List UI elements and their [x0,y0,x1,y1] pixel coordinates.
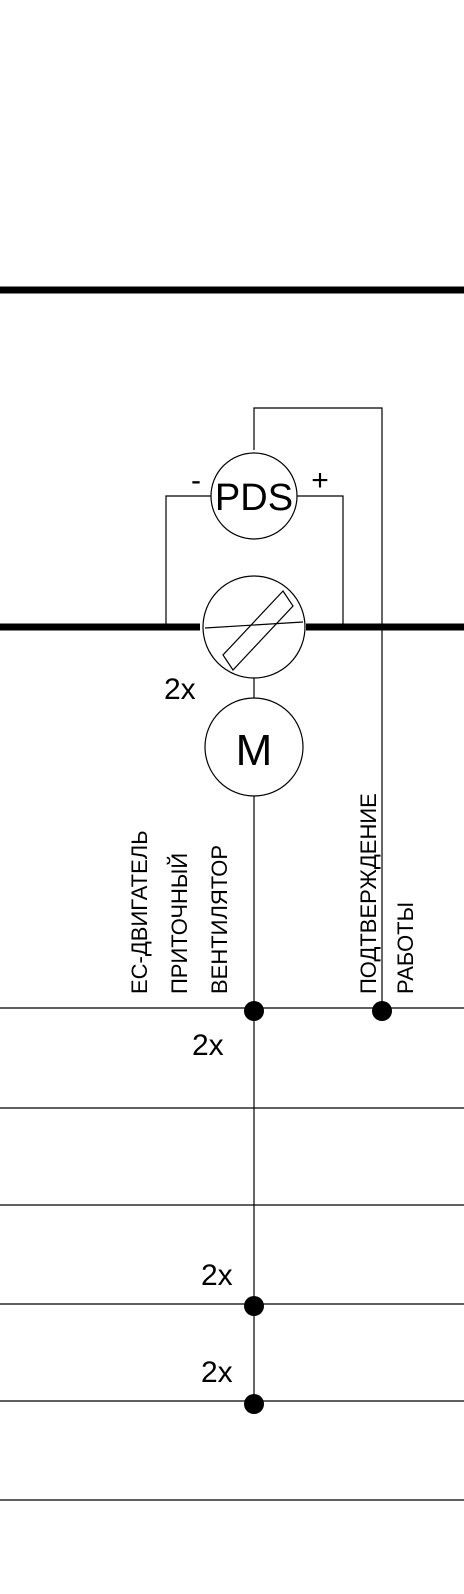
pds-label: PDS [215,477,293,519]
damper-blade [222,590,294,671]
fan-damper-symbol [202,575,306,679]
fan-label-line1: ЕС-ДВИГАТЕЛЬ [127,830,152,994]
node-motor-bus4 [244,1296,264,1316]
motor-symbol: M [204,697,304,797]
pds-circle [210,452,298,540]
damper-multiplier: 2x [164,673,196,706]
bus4-multiplier: 2x [201,1259,233,1292]
bus1-multiplier: 2x [192,1029,224,1062]
pds-minus-sign: - [191,464,201,497]
pressure-tube-minus [165,495,211,627]
node-motor-bus5 [244,1394,264,1414]
pds-plus-sign: + [311,464,329,497]
damper-diagonal [204,621,304,629]
fan-label-line2: ПРИТОЧНЫЙ [167,853,192,994]
confirmation-wire [253,407,383,1011]
fan-label-line3: ВЕНТИЛЯТОР [207,845,232,994]
fan-label-group: ЕС-ДВИГАТЕЛЬ ПРИТОЧНЫЙ ВЕНТИЛЯТОР [127,830,232,994]
pressure-tube-plus [295,495,344,627]
node-confirm-bus1 [372,1001,392,1021]
confirm-label-group: ПОДТВЕРЖДЕНИЕ РАБОТЫ [356,793,418,994]
confirm-label-line2: РАБОТЫ [393,902,418,994]
pds-sensor: PDS - + [191,452,329,540]
node-motor-bus1 [244,1001,264,1021]
confirm-label-line1: ПОДТВЕРЖДЕНИЕ [356,793,381,994]
motor-label: M [236,726,273,775]
bus5-multiplier: 2x [201,1356,233,1389]
motor-circle [204,697,304,797]
damper-circle [202,575,306,679]
